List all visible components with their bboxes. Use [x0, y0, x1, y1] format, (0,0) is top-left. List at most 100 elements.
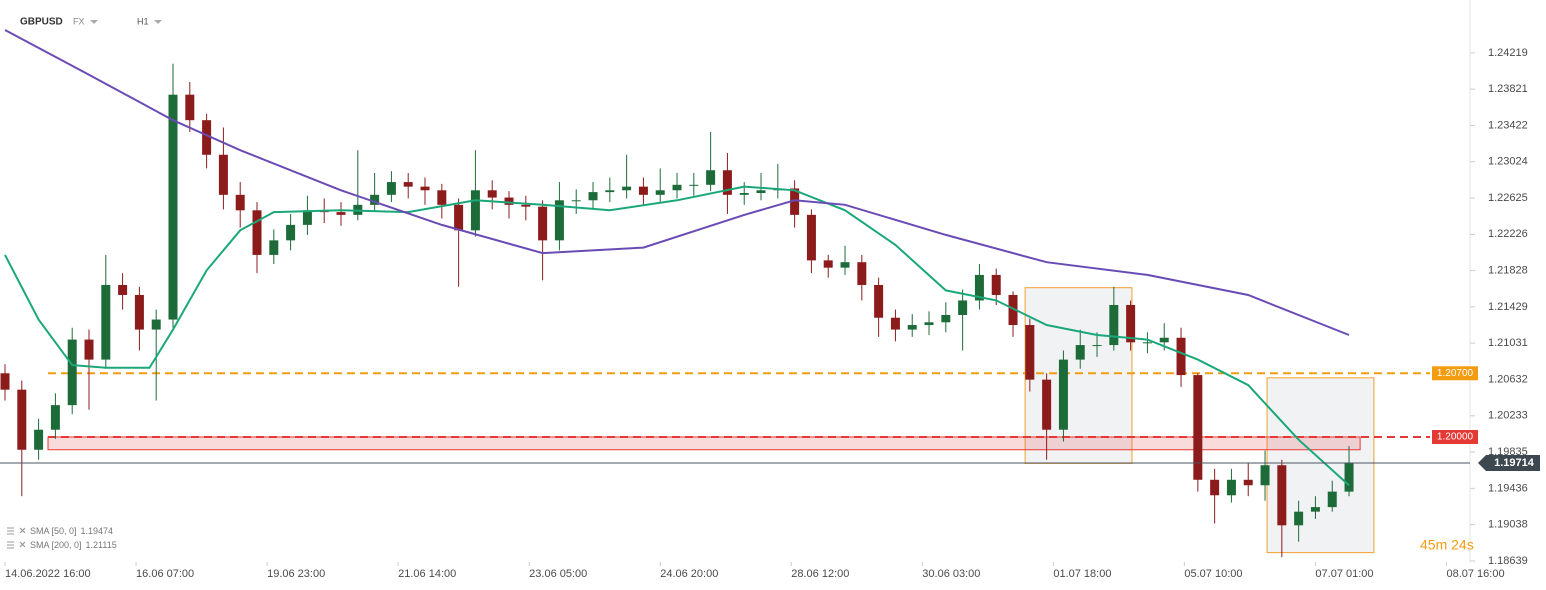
candle-body [50, 405, 60, 430]
candle-body [1327, 491, 1337, 508]
y-tick-label: 1.21429 [1488, 301, 1528, 313]
candle-body [1142, 342, 1152, 344]
legend-entry: SMA [50, 0] 1.19474 [30, 526, 113, 536]
candle-body [1092, 345, 1102, 347]
candle-body [185, 94, 195, 121]
candle-body [991, 274, 1001, 295]
x-tick-label: 30.06 03:00 [922, 568, 980, 580]
y-tick-label: 1.21828 [1488, 264, 1528, 276]
y-tick-label: 1.19038 [1488, 518, 1528, 530]
candle-body [521, 204, 531, 207]
candle-body [554, 200, 564, 241]
x-tick-label: 23.06 05:00 [529, 568, 587, 580]
current-price-tag [1478, 455, 1540, 472]
candle-body [17, 389, 27, 450]
y-tick-label: 1.23422 [1488, 119, 1528, 131]
x-tick-label: 28.06 12:00 [791, 568, 849, 580]
candle-body [1243, 479, 1253, 486]
candle-body [1109, 304, 1119, 346]
candle-body [218, 154, 228, 195]
candle-body [722, 170, 732, 195]
candle-body [857, 262, 867, 285]
x-tick-label: 08.07 16:00 [1446, 568, 1504, 580]
candle-body [403, 182, 413, 187]
candle-body [370, 194, 380, 205]
candle-body [269, 240, 279, 255]
candle-body [907, 325, 917, 330]
candle-body [1226, 479, 1236, 496]
candle-body [890, 317, 900, 330]
y-tick-label: 1.23821 [1488, 83, 1528, 95]
level-tag [1432, 366, 1478, 381]
candle-body [34, 429, 44, 450]
candle-body [1193, 375, 1203, 480]
candle-body [655, 190, 665, 195]
symbol[interactable]: GBPUSD [20, 17, 63, 28]
y-tick-label: 1.22625 [1488, 192, 1528, 204]
dropdown-caret[interactable] [90, 20, 98, 24]
candle-body [588, 192, 598, 201]
legend-value: 1.19474 [81, 526, 114, 536]
candle-body [1310, 507, 1320, 512]
candle-body [622, 186, 632, 191]
candle-body [1042, 379, 1052, 430]
candle-body [924, 322, 934, 326]
candle-body [823, 260, 833, 268]
candle-body [756, 190, 766, 194]
x-tick-label: 24.06 20:00 [660, 568, 718, 580]
candle-body [470, 190, 480, 231]
level-label: 1.20000 [1437, 432, 1474, 443]
candle-body [1058, 359, 1068, 430]
x-tick-label: 01.07 18:00 [1053, 568, 1111, 580]
candle-body [134, 294, 144, 330]
candle-body [1008, 294, 1018, 326]
candle-body [1210, 479, 1220, 496]
candle-body [1294, 511, 1304, 526]
candle-body [101, 284, 111, 360]
candle-body [386, 182, 396, 195]
sma-line [4, 29, 1350, 336]
candle-body [941, 315, 951, 323]
candle-body [605, 190, 615, 193]
market[interactable]: FX [73, 16, 85, 26]
candle-body [739, 193, 749, 195]
interval[interactable]: H1 [137, 16, 149, 26]
y-tick-label: 1.22226 [1488, 228, 1528, 240]
level-tag [1432, 429, 1478, 444]
candle-body [790, 188, 800, 215]
dropdown-caret[interactable] [154, 20, 162, 24]
y-tick-label: 1.19835 [1488, 446, 1528, 458]
candle-body [67, 339, 77, 406]
candle-body [235, 194, 245, 211]
legend-entry: SMA [200, 0] 1.21115 [30, 540, 117, 550]
candle-body [1025, 325, 1035, 380]
x-tick-label: 21.06 14:00 [398, 568, 456, 580]
y-tick-label: 1.18639 [1488, 555, 1528, 567]
legend-name: SMA [50, 0] [30, 526, 77, 536]
y-tick-label: 1.24219 [1488, 47, 1528, 59]
candle-body [689, 184, 699, 186]
candle-body [454, 204, 464, 231]
candle-body [504, 197, 514, 205]
countdown: 45m 24s [1420, 537, 1474, 553]
candle-body [538, 206, 548, 241]
x-tick-label: 14.06.2022 16:00 [5, 568, 91, 580]
legend-value: 1.21115 [86, 540, 117, 550]
candle-body [1344, 463, 1354, 492]
candle-body [118, 284, 128, 295]
candle-body [806, 214, 816, 261]
candle-body [638, 186, 648, 195]
candle-body [487, 190, 497, 198]
candle-body [302, 210, 312, 225]
legend-name: SMA [200, 0] [30, 540, 82, 550]
x-tick-label: 07.07 01:00 [1315, 568, 1373, 580]
candle-body [958, 300, 968, 316]
y-tick-label: 1.20233 [1488, 410, 1528, 422]
candle-body [202, 120, 212, 155]
level-label: 1.20700 [1437, 368, 1474, 379]
candle-body [571, 200, 581, 202]
y-tick-label: 1.21031 [1488, 337, 1528, 349]
candle-body [840, 262, 850, 268]
